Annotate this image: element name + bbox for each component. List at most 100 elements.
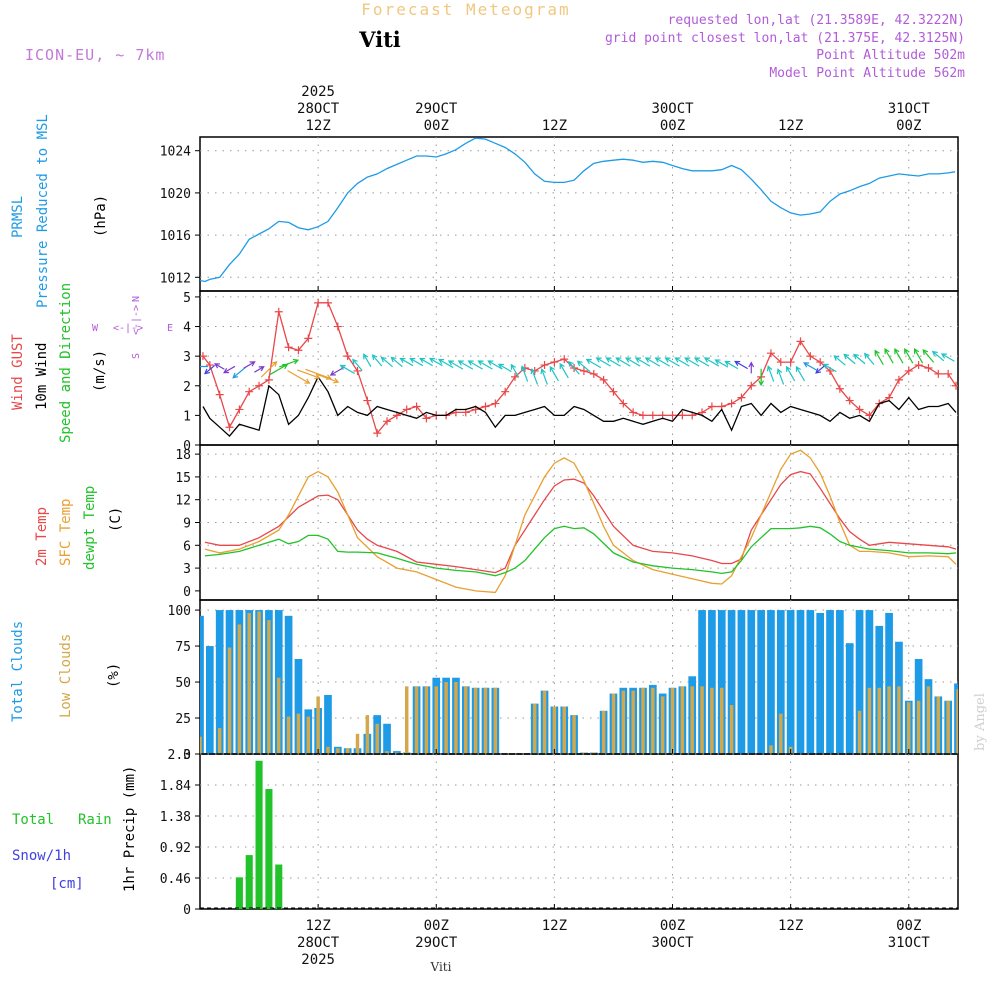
bar-total-clouds [708,610,716,754]
wind-arrow [339,364,355,375]
wind-arrow [684,357,700,367]
bar-low-clouds [493,687,498,754]
gust-marker [511,372,520,381]
top-time-label: 12Z [542,118,567,134]
gust-marker [245,387,254,396]
wind-arrow [803,362,817,371]
wind-arrow [931,350,945,362]
wind-arrow [363,353,372,368]
ylabel-percent: (%) [106,663,122,688]
ytick-label-precip: 0 [183,903,191,918]
wind-arrow [884,348,894,364]
wind-arrow [260,360,278,378]
wind-arrow [693,357,710,367]
gust-marker [619,399,628,408]
wind-arrow [497,363,512,373]
bar-rain [265,789,273,909]
ylabel-wind-gust: Wind GUST [10,334,26,410]
wind-arrow [380,356,393,368]
bar-total-clouds [717,610,726,754]
bar-total-clouds [757,610,765,754]
gust-marker [274,307,283,316]
top-time-label: 28OCT [297,101,340,117]
wind-arrow [457,360,474,370]
bar-low-clouds [404,686,409,754]
series-10m-wind [202,375,957,438]
gust-marker [707,402,716,411]
station-name: Viti [358,27,401,52]
ytick-label-clouds: 25 [175,712,191,727]
panel-clouds: 0 25 50 75 100 [168,599,959,763]
bar-total-clouds [776,610,785,754]
gust-marker [560,355,569,364]
wind-arrow [734,360,748,370]
bar-total-clouds [954,683,958,754]
panel-frame-wind [199,290,959,446]
ylabels-wind: Wind GUST 10m Wind Speed and Direction (… [10,283,173,443]
bar-total-clouds [200,615,204,754]
bar-low-clouds [700,686,704,754]
bar-rain [235,877,243,909]
footer-station: Viti [430,960,452,974]
bar-low-clouds [257,611,261,754]
bar-low-clouds [710,687,714,754]
bar-total-clouds [885,612,893,754]
panel-frame-precip [199,753,959,910]
top-time-label: 29OCT [415,101,458,117]
gust-marker [343,352,352,361]
bar-total-clouds [727,610,736,754]
compass-south: S [131,353,142,359]
bar-low-clouds [532,703,537,754]
wind-arrow [568,360,580,375]
compass-rose: W <-|-> E N <-|-> S [92,296,173,359]
series-sfc-temp [204,449,957,594]
wind-arrow [438,358,454,369]
bar-low-clouds [621,690,626,754]
credit: by Angel [973,693,988,751]
wind-arrow [530,368,539,385]
ytick-label-clouds: 100 [168,604,191,619]
gust-marker [944,369,953,378]
wind-arrow [913,348,924,364]
wind-arrow [305,368,332,380]
bar-total-clouds [767,610,775,754]
gust-marker [284,343,293,352]
requested-coords: requested lon,lat (21.3589E, 42.3222N) [668,13,965,28]
bar-low-clouds [434,686,438,754]
wind-arrow [843,353,856,365]
label-total: Total [12,812,54,828]
wind-arrow [634,357,651,367]
bar-low-clouds [316,696,320,754]
series-2m-temp [204,470,957,574]
ytick-label-temperature: 3 [183,562,191,577]
bar-low-clouds [385,751,389,754]
bar-low-clouds [542,690,547,754]
ytick-label-clouds: 75 [175,640,191,655]
wind-arrow [204,364,216,375]
wind-arrow [644,357,661,367]
bar-low-clouds [464,686,468,754]
wind-arrow [853,353,866,365]
bottom-time-label: 00Z [424,918,449,934]
bar-low-clouds [483,687,488,754]
wind-arrow [585,358,602,369]
bar-total-clouds [737,610,746,754]
gust-marker [796,337,805,346]
wind-arrow [297,369,321,380]
panel-body-wind [200,298,958,438]
bar-low-clouds [897,686,901,754]
ytick-label-precip: 0.92 [160,841,191,856]
bar-low-clouds [414,686,419,754]
bar-low-clouds [572,715,576,754]
bottom-time-label: 12Z [542,918,567,934]
gust-marker [766,349,775,358]
ytick-label-precip: 2.3 [168,748,191,763]
ytick-label-wind: 3 [183,350,191,365]
panels: 1012101610201024012345036912151802550751… [160,136,959,918]
ylabel-speed-direction: Speed and Direction [58,283,74,443]
bar-rain [245,855,253,909]
gust-marker [589,369,598,378]
wind-arrow [428,357,443,367]
ylabel-celsius: (C) [108,507,124,532]
gust-marker [422,414,431,423]
